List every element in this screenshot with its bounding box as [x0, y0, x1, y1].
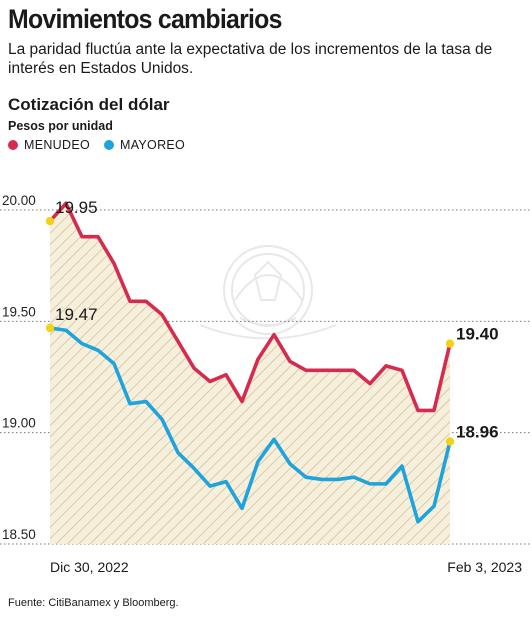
end-value-label-menudeo: 19.40	[456, 325, 499, 344]
chart-labels: 20.00 19.50 19.00 18.50 19.95 19.40 19.47 18.96…	[2, 193, 522, 575]
y-tick-label: 19.00	[2, 416, 36, 431]
legend-label-menudeo: MENUDEO	[24, 138, 90, 152]
end-markers	[45, 216, 455, 446]
legend-item-menudeo: MENUDEO	[8, 138, 90, 152]
y-tick-label: 18.50	[2, 527, 36, 542]
series-lines	[48, 201, 452, 524]
legend-item-mayoreo: MAYOREO	[104, 138, 185, 152]
data-point-menudeo	[45, 216, 55, 226]
seal-watermark	[199, 245, 337, 340]
area-menudeo	[50, 203, 450, 544]
end-value-label-mayoreo: 18.96	[456, 423, 499, 442]
series-line-mayoreo	[48, 326, 452, 524]
legend-label-mayoreo: MAYOREO	[120, 138, 186, 152]
headline: Movimientos cambiarios	[8, 4, 282, 34]
y-tick-label: 20.00	[2, 193, 36, 208]
data-point-mayoreo	[45, 323, 55, 333]
start-value-label-menudeo: 19.95	[55, 198, 98, 217]
data-point-menudeo	[445, 339, 455, 348]
start-value-label-mayoreo: 19.47	[55, 305, 98, 324]
data-point-mayoreo	[445, 437, 455, 446]
area-fill	[50, 203, 450, 544]
x-label-start: Dic 30, 2022	[50, 559, 129, 575]
legend: MENUDEO MAYOREO	[8, 138, 199, 152]
subtitle: La paridad fluctúa ante la expectativa d…	[8, 41, 493, 77]
legend-swatch-mayoreo	[104, 140, 114, 150]
y-tick-label: 19.50	[2, 304, 36, 319]
source-note: Fuente: CitiBanamex y Bloomberg.	[8, 597, 179, 609]
x-label-end: Feb 3, 2023	[447, 559, 522, 575]
chart-title: Cotización del dólar	[8, 95, 170, 114]
y-axis-label: Pesos por unidad	[8, 119, 113, 133]
series-line-menudeo	[48, 201, 452, 413]
legend-swatch-menudeo	[8, 140, 18, 150]
